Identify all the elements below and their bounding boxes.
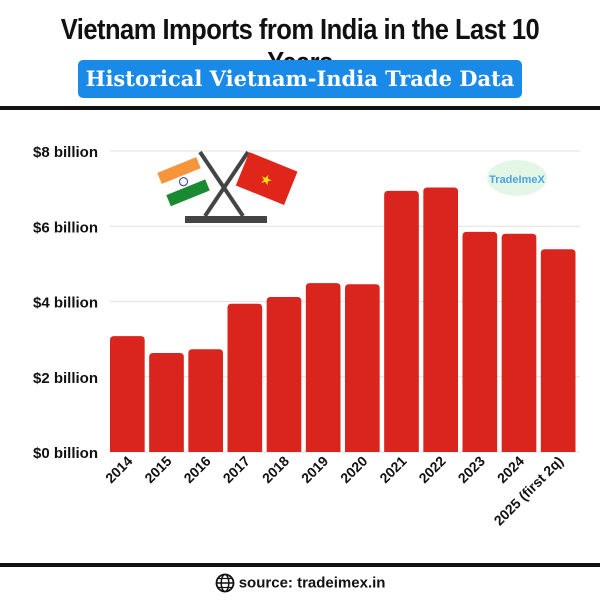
x-tick-label: 2020: [337, 453, 370, 486]
x-tick-label: 2022: [415, 453, 448, 486]
x-tick-label: 2025 (first 2q): [491, 453, 567, 529]
y-tick-label: $2 billion: [33, 370, 98, 387]
watermark-text: TradeImeX: [489, 174, 545, 186]
bar-2017: [227, 303, 263, 452]
bar-2019: [305, 283, 341, 452]
svg-text:★: ★: [257, 170, 275, 190]
x-tick-label: 2018: [259, 453, 292, 486]
y-tick-label: $0 billion: [33, 445, 98, 462]
globe-icon: [215, 573, 239, 593]
bottom-divider: [0, 563, 600, 567]
bar-2021: [384, 190, 419, 452]
bar-2014: [110, 336, 145, 452]
footer: source: tradeimex.in: [0, 573, 600, 593]
x-tick-label: 2019: [298, 453, 331, 486]
x-tick-label: 2023: [455, 453, 488, 486]
x-tick-label: 2021: [376, 453, 409, 486]
x-tick-label: 2016: [180, 453, 213, 486]
bar-2020: [345, 284, 380, 452]
bar-2022: [423, 187, 458, 452]
top-divider: [0, 106, 600, 110]
y-tick-label: $8 billion: [33, 144, 98, 161]
x-tick-label: 2015: [141, 453, 174, 486]
bar-2018: [266, 296, 302, 452]
x-tick-label: 2014: [102, 453, 135, 486]
india-vietnam-flags-icon: ★: [157, 150, 298, 223]
y-tick-label: $6 billion: [33, 219, 98, 236]
y-tick-label: $4 billion: [33, 295, 98, 312]
watermark-logo: TradeImeX: [487, 160, 547, 196]
subtitle-banner: Historical Vietnam-India Trade Data: [78, 60, 522, 98]
bar-2024: [501, 233, 537, 452]
bar-2016: [188, 349, 223, 452]
x-tick-label: 2017: [220, 453, 253, 486]
x-tick-label: 2024: [494, 453, 527, 486]
bar-2015: [149, 353, 184, 452]
source-text: source: tradeimex.in: [238, 574, 386, 592]
bar-2023: [462, 231, 498, 452]
bar-2025: [540, 249, 576, 452]
